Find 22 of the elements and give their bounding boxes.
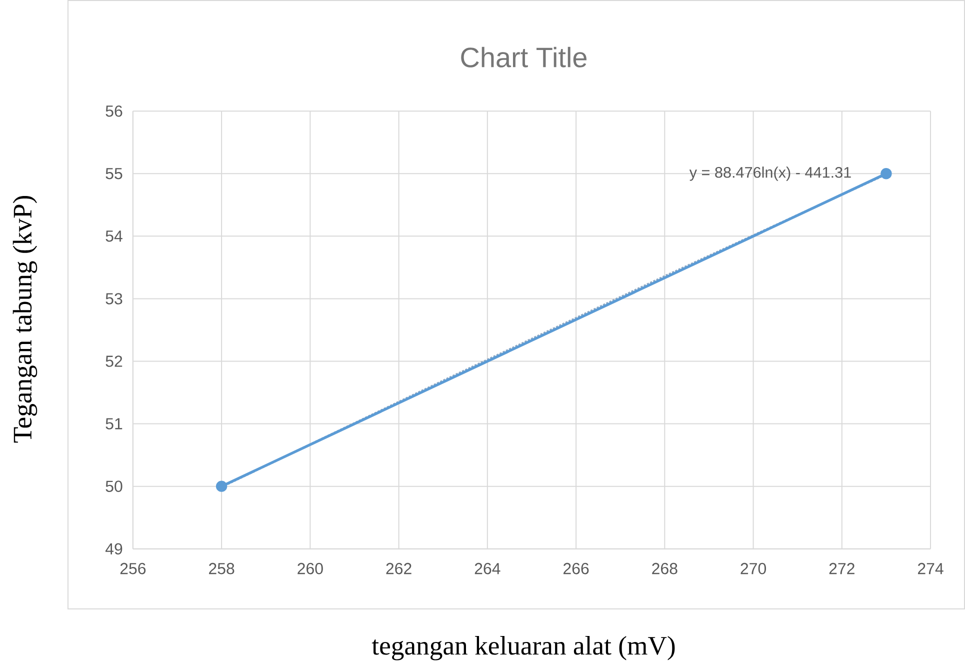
x-tick-label: 266 xyxy=(563,563,589,574)
x-tick-label: 260 xyxy=(298,563,323,574)
y-tick-label: 51 xyxy=(106,418,122,430)
x-tick-label: 262 xyxy=(386,563,412,574)
x-tick-label: 272 xyxy=(829,563,854,574)
x-tick-label: 256 xyxy=(120,563,146,574)
x-tick-label: 270 xyxy=(740,563,766,574)
annotation: y = 88.476ln(x) - 441.31 xyxy=(689,166,851,181)
y-tick-label: 55 xyxy=(106,168,122,180)
y-tick-label: 56 xyxy=(106,106,122,117)
y-tick-label: 54 xyxy=(106,230,122,242)
x-tick-label: 264 xyxy=(474,563,500,574)
y-tick-label: 52 xyxy=(106,356,122,367)
y-tick-label: 49 xyxy=(105,543,122,555)
x-tick-label: 258 xyxy=(209,563,234,574)
y-tick-label: 53 xyxy=(106,293,122,304)
y-axis-title: Tegangan tabung (kvP) xyxy=(12,196,38,443)
x-axis-title: tegangan keluaran alat (mV) xyxy=(372,636,675,660)
y-tick-label: 50 xyxy=(106,480,122,492)
x-tick-label: 274 xyxy=(918,563,944,574)
chart-title: Chart Title xyxy=(461,46,587,68)
x-tick-label: 268 xyxy=(652,563,678,574)
